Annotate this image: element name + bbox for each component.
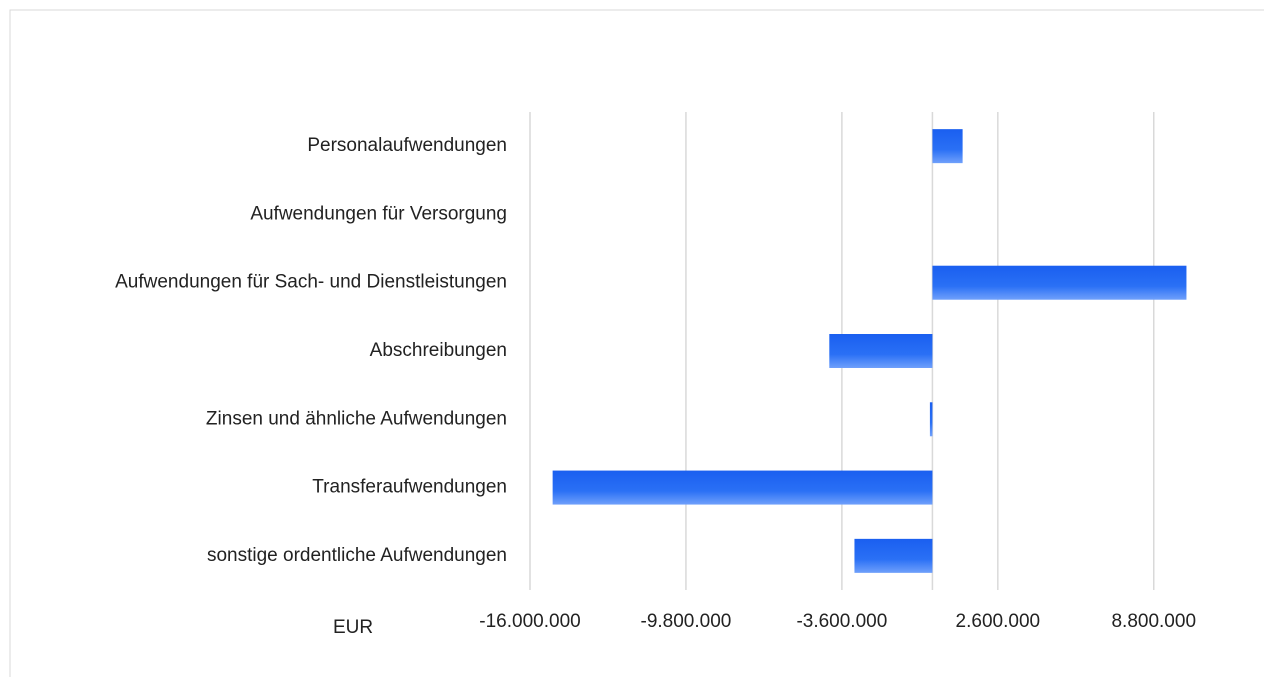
y-tick-label: Zinsen und ähnliche Aufwendungen — [206, 408, 507, 429]
y-tick-label: Aufwendungen für Versorgung — [250, 203, 507, 224]
x-axis-label: EUR — [333, 617, 373, 638]
y-tick-label: Personalaufwendungen — [307, 135, 507, 156]
chart-frame — [9, 9, 1264, 682]
y-tick-label: Abschreibungen — [370, 340, 507, 361]
x-tick-label: -16.000.000 — [479, 611, 580, 632]
y-tick-label: sonstige ordentliche Aufwendungen — [207, 545, 507, 566]
x-tick-label: -9.800.000 — [641, 611, 732, 632]
bar — [929, 402, 933, 437]
bar — [854, 538, 933, 573]
x-tick-label: 2.600.000 — [956, 611, 1041, 632]
bar — [932, 265, 1187, 300]
y-tick-label: Transferaufwendungen — [312, 477, 507, 498]
bar — [932, 129, 963, 164]
x-tick-label: 8.800.000 — [1111, 611, 1196, 632]
bar — [829, 334, 933, 368]
bar — [552, 470, 933, 505]
x-tick-label: -3.600.000 — [796, 611, 887, 632]
y-tick-label: Aufwendungen für Sach- und Dienstleistun… — [115, 272, 507, 293]
